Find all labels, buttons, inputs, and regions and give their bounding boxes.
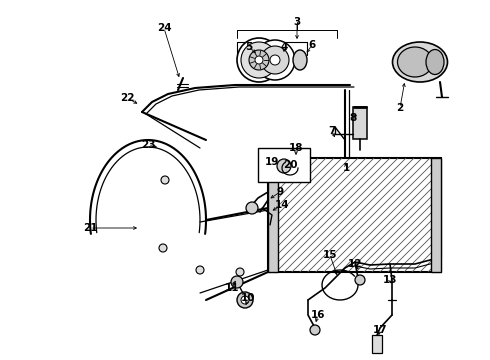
Text: 7: 7 [328,126,336,136]
Text: 3: 3 [294,17,301,27]
Ellipse shape [392,42,447,82]
Circle shape [196,266,204,274]
Text: 21: 21 [83,223,97,233]
Circle shape [310,325,320,335]
Circle shape [249,50,269,70]
Text: 20: 20 [283,160,297,170]
Text: 8: 8 [349,113,357,123]
Text: 5: 5 [245,42,253,52]
Text: 16: 16 [311,310,325,320]
Circle shape [355,275,365,285]
Circle shape [241,42,277,78]
Bar [431,158,441,272]
Text: 18: 18 [289,143,303,153]
Text: 10: 10 [241,293,255,303]
Text: 22: 22 [120,93,134,103]
Circle shape [255,56,263,64]
Text: 11: 11 [225,283,239,293]
Bar [372,335,382,353]
Text: 1: 1 [343,163,350,173]
Circle shape [236,268,244,276]
Circle shape [231,276,243,288]
Text: 9: 9 [276,187,284,197]
Text: 6: 6 [308,40,316,50]
Ellipse shape [426,49,444,75]
Text: 14: 14 [275,200,289,210]
Text: 13: 13 [383,275,397,285]
Text: 4: 4 [280,42,288,52]
Text: 17: 17 [373,325,387,335]
Circle shape [261,46,289,74]
Bar [268,158,278,272]
Text: 24: 24 [157,23,172,33]
Circle shape [277,159,291,173]
Circle shape [161,176,169,184]
Circle shape [270,55,280,65]
Text: 2: 2 [396,103,404,113]
Text: 19: 19 [265,157,279,167]
Bar [353,107,367,139]
Bar [258,148,310,182]
Circle shape [237,292,253,308]
Bar [268,158,441,272]
Circle shape [159,244,167,252]
Ellipse shape [397,47,433,77]
Text: 15: 15 [323,250,337,260]
Text: 12: 12 [348,259,362,269]
Circle shape [237,38,281,82]
Circle shape [246,202,258,214]
Circle shape [241,296,249,304]
Circle shape [255,40,295,80]
Ellipse shape [293,50,307,70]
Text: 23: 23 [141,140,155,150]
